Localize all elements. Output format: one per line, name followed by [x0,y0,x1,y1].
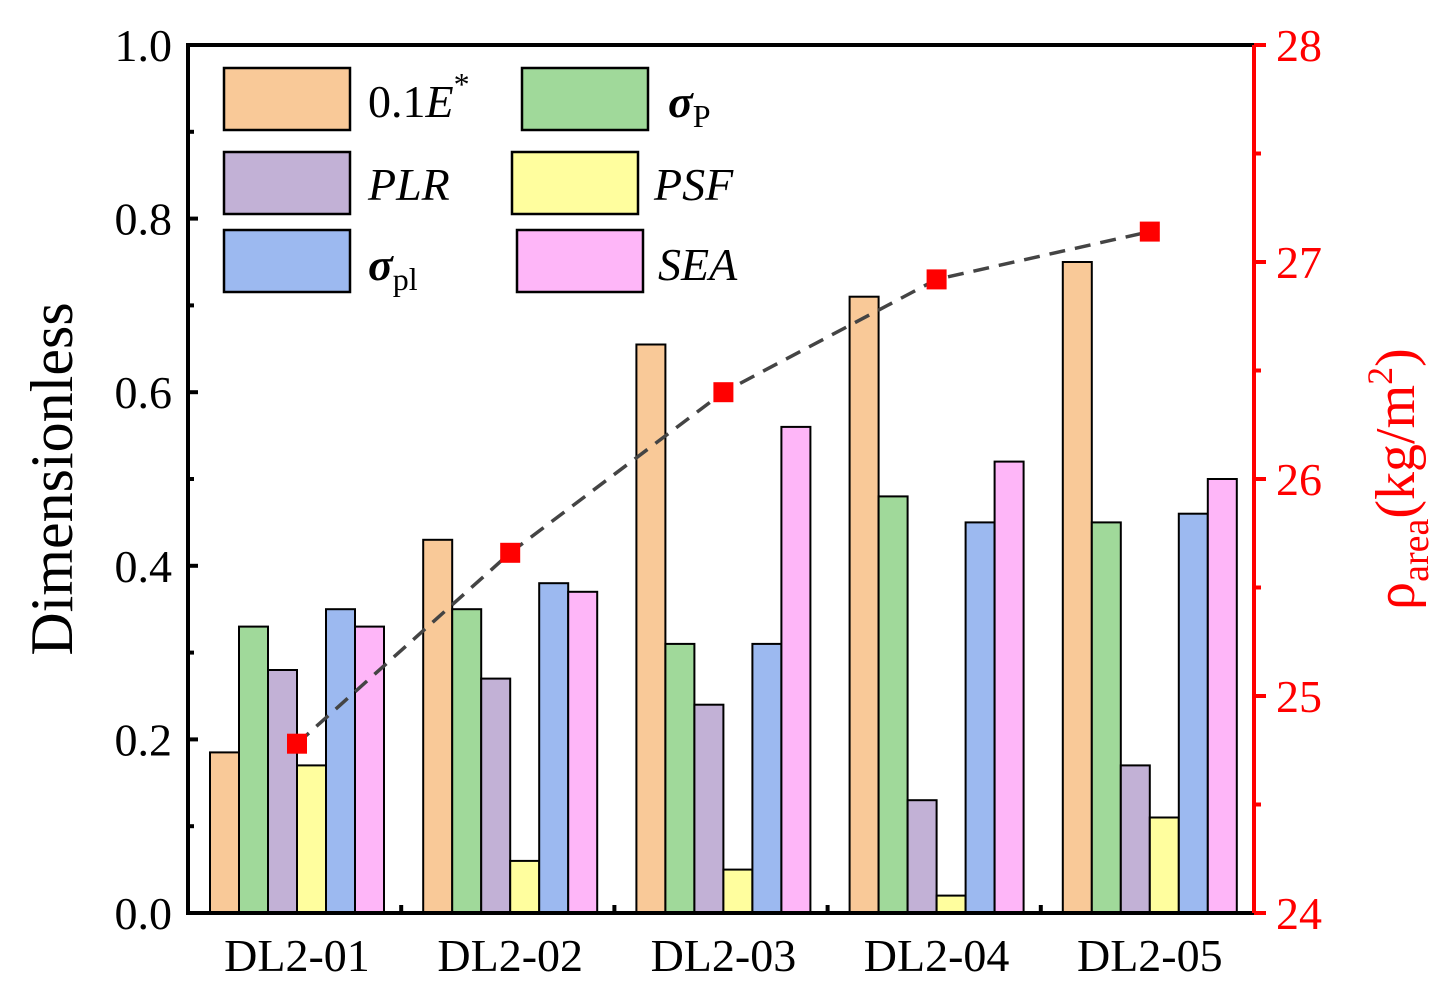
density-marker-dl2-02 [500,542,521,563]
density-marker-dl2-04 [926,269,947,290]
legend-swatch-5 [515,228,645,294]
y-tick-label: 1.0 [115,20,173,71]
y2-tick-label: 25 [1276,671,1322,722]
bar-dl2-03-psf [722,868,754,914]
x-tick-label: DL2-05 [1077,930,1223,981]
legend-label-1: σP [668,76,711,134]
legend-swatch-4 [222,228,352,294]
bar-dl2-04-psf [935,894,967,914]
bar-dl2-01-plr [267,669,298,914]
y-tick-label: 0.0 [115,888,173,939]
bar-dl2-01-pl [325,608,356,914]
bar-dl2-05-p [1090,521,1122,915]
bar-dl2-05-plr [1119,764,1151,915]
y2-tick-label: 27 [1276,237,1322,288]
bar-dl2-05-pl [1177,512,1209,914]
bar-dl2-05-psf [1148,816,1180,914]
x-tick-label: DL2-01 [224,930,370,981]
legend-label-2: PLR [367,159,450,210]
legend-label-0: 0.1E* [368,66,470,127]
bar-dl2-02-sea [567,590,599,914]
bar-dl2-04-sea [993,460,1025,914]
bar-dl2-01-sea [354,625,385,914]
legend-swatch-2 [222,150,352,216]
x-tick-label: DL2-02 [437,930,583,981]
y-tick-label: 0.2 [115,714,173,765]
y2-title-rho: ρ [1365,582,1427,610]
left-axis-ticks: 0.0 0.2 0.4 0.6 0.8 1.0 [115,20,198,939]
bar-dl2-05-01e [1061,261,1093,914]
bar-dl2-01-psf [296,764,327,915]
bar-dl2-02-01e [422,538,454,914]
y2-title-unit: (kg/m [1365,385,1427,519]
y-tick-label: 0.8 [115,194,173,245]
x-axis-ticks: DL2-01 DL2-02 DL2-03 DL2-04 DL2-05 [224,905,1223,981]
right-axis-ticks: 24 25 26 27 28 [1254,20,1322,939]
legend-swatch-3 [510,150,640,216]
y2-tick-label: 26 [1276,454,1322,505]
legend-label-4: σpl [368,239,418,297]
legend-label-5: SEA [658,239,738,290]
bar-dl2-03-01e [635,343,667,914]
bar-dl2-04-p [877,495,909,914]
bar-dl2-04-pl [964,521,996,915]
bar-dl2-01-p [238,625,269,914]
bar-dl2-03-p [664,642,696,915]
bar-dl2-04-plr [906,799,938,915]
bar-dl2-02-psf [509,859,541,915]
bar-dl2-02-p [451,608,483,914]
bar-dl2-03-plr [693,703,725,915]
bar-dl2-02-pl [538,582,570,914]
y2-title-close: ) [1365,348,1427,367]
x-tick-label: DL2-04 [864,930,1010,981]
legend-swatch-1 [520,66,650,132]
y2-tick-label: 28 [1276,20,1322,71]
bar-dl2-05-sea [1206,478,1238,914]
y2-title-sub: area [1395,518,1437,581]
y-axis-title: Dimensionless [19,302,85,655]
y-tick-label: 0.4 [115,541,173,592]
legend-label-3: PSF [653,159,734,210]
density-marker-dl2-05 [1139,221,1160,242]
y2-tick-label: 24 [1276,888,1322,939]
density-line-group [287,221,1160,754]
bars-group [209,261,1238,915]
y2-axis-title: ρarea(kg/m2) [1360,348,1437,610]
density-marker-dl2-03 [713,382,734,403]
y2-title-unit-sup: 2 [1360,367,1400,385]
bar-dl2-01-01e [209,751,240,915]
y-tick-label: 0.6 [115,367,173,418]
density-marker-dl2-01 [287,733,307,754]
x-tick-label: DL2-03 [651,930,797,981]
legend: 0.1E* σP PLR PSF σpl SEA [222,66,738,297]
bar-dl2-04-01e [848,295,880,914]
bar-dl2-02-plr [480,677,512,914]
bar-dl2-03-pl [751,642,783,915]
legend-swatch-0 [222,66,352,132]
bar-dl2-03-sea [780,425,812,914]
